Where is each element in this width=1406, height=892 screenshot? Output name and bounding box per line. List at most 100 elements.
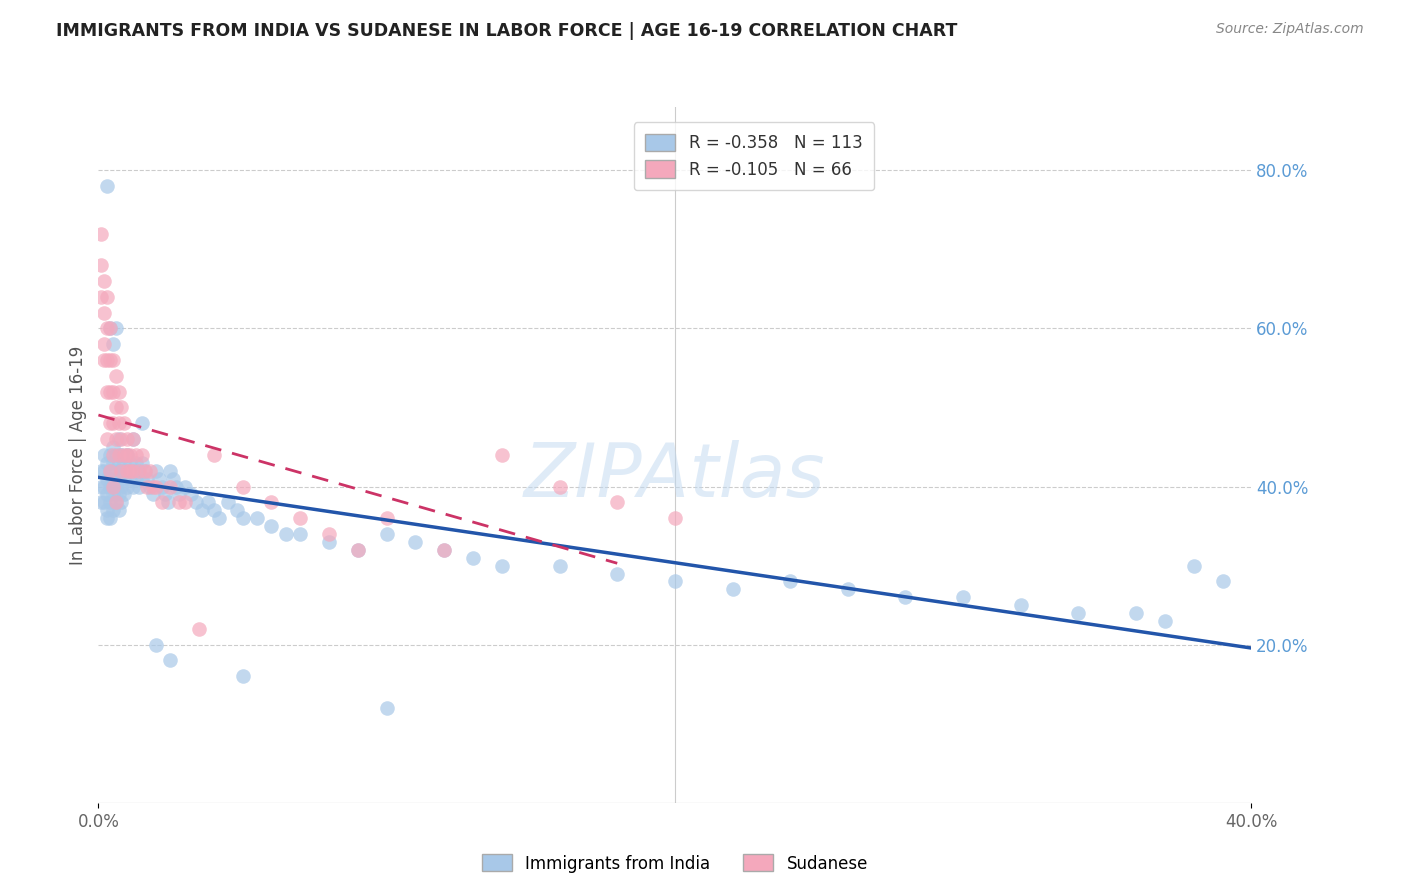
Point	[1010, 598, 1032, 612]
Point	[112, 464, 135, 478]
Point	[112, 472, 135, 486]
Point	[167, 487, 190, 501]
Point	[96, 290, 118, 304]
Point	[101, 440, 124, 454]
Point	[186, 495, 208, 509]
Point	[188, 622, 211, 636]
Point	[93, 274, 115, 288]
Point	[405, 534, 427, 549]
Point	[98, 448, 121, 462]
Point	[606, 566, 628, 581]
Point	[96, 353, 118, 368]
Point	[98, 417, 121, 431]
Point	[101, 417, 124, 431]
Legend: Immigrants from India, Sudanese: Immigrants from India, Sudanese	[475, 847, 875, 880]
Point	[110, 479, 132, 493]
Point	[180, 487, 202, 501]
Point	[117, 432, 139, 446]
Point	[346, 542, 368, 557]
Point	[433, 542, 456, 557]
Point	[104, 368, 127, 383]
Point	[548, 479, 571, 493]
Point	[101, 487, 124, 501]
Point	[433, 542, 456, 557]
Point	[110, 495, 132, 509]
Point	[145, 464, 167, 478]
Point	[721, 582, 744, 597]
Point	[101, 448, 124, 462]
Point	[104, 479, 127, 493]
Point	[375, 701, 398, 715]
Point	[104, 448, 127, 462]
Point	[110, 464, 132, 478]
Point	[290, 527, 312, 541]
Point	[110, 464, 132, 478]
Point	[1182, 558, 1205, 573]
Point	[104, 464, 127, 478]
Point	[98, 321, 121, 335]
Point	[101, 456, 124, 470]
Point	[98, 384, 121, 399]
Point	[202, 503, 225, 517]
Point	[128, 479, 150, 493]
Point	[104, 432, 127, 446]
Point	[98, 464, 121, 478]
Point	[1125, 606, 1147, 620]
Point	[664, 574, 686, 589]
Point	[202, 448, 225, 462]
Point	[125, 448, 148, 462]
Point	[375, 511, 398, 525]
Point	[117, 464, 139, 478]
Point	[104, 321, 127, 335]
Point	[162, 472, 184, 486]
Point	[112, 417, 135, 431]
Point	[231, 669, 254, 683]
Point	[318, 534, 340, 549]
Point	[131, 456, 153, 470]
Point	[120, 448, 142, 462]
Point	[107, 503, 129, 517]
Point	[167, 495, 190, 509]
Point	[120, 456, 142, 470]
Point	[96, 511, 118, 525]
Point	[96, 456, 118, 470]
Point	[174, 479, 197, 493]
Point	[98, 321, 121, 335]
Point	[375, 527, 398, 541]
Point	[122, 464, 145, 478]
Point	[96, 321, 118, 335]
Point	[104, 495, 127, 509]
Point	[110, 448, 132, 462]
Point	[159, 479, 181, 493]
Point	[159, 464, 181, 478]
Point	[260, 495, 283, 509]
Point	[191, 503, 214, 517]
Point	[101, 503, 124, 517]
Point	[93, 495, 115, 509]
Point	[128, 464, 150, 478]
Point	[491, 558, 513, 573]
Point	[894, 591, 917, 605]
Point	[101, 353, 124, 368]
Point	[117, 448, 139, 462]
Point	[128, 464, 150, 478]
Point	[96, 179, 118, 194]
Point	[1067, 606, 1090, 620]
Point	[491, 448, 513, 462]
Point	[98, 479, 121, 493]
Point	[260, 519, 283, 533]
Point	[107, 448, 129, 462]
Point	[90, 479, 112, 493]
Point	[93, 448, 115, 462]
Point	[131, 448, 153, 462]
Point	[110, 401, 132, 415]
Text: Source: ZipAtlas.com: Source: ZipAtlas.com	[1216, 22, 1364, 37]
Point	[150, 479, 173, 493]
Point	[150, 495, 173, 509]
Point	[952, 591, 974, 605]
Point	[145, 638, 167, 652]
Point	[139, 479, 162, 493]
Point	[117, 479, 139, 493]
Point	[145, 479, 167, 493]
Point	[90, 495, 112, 509]
